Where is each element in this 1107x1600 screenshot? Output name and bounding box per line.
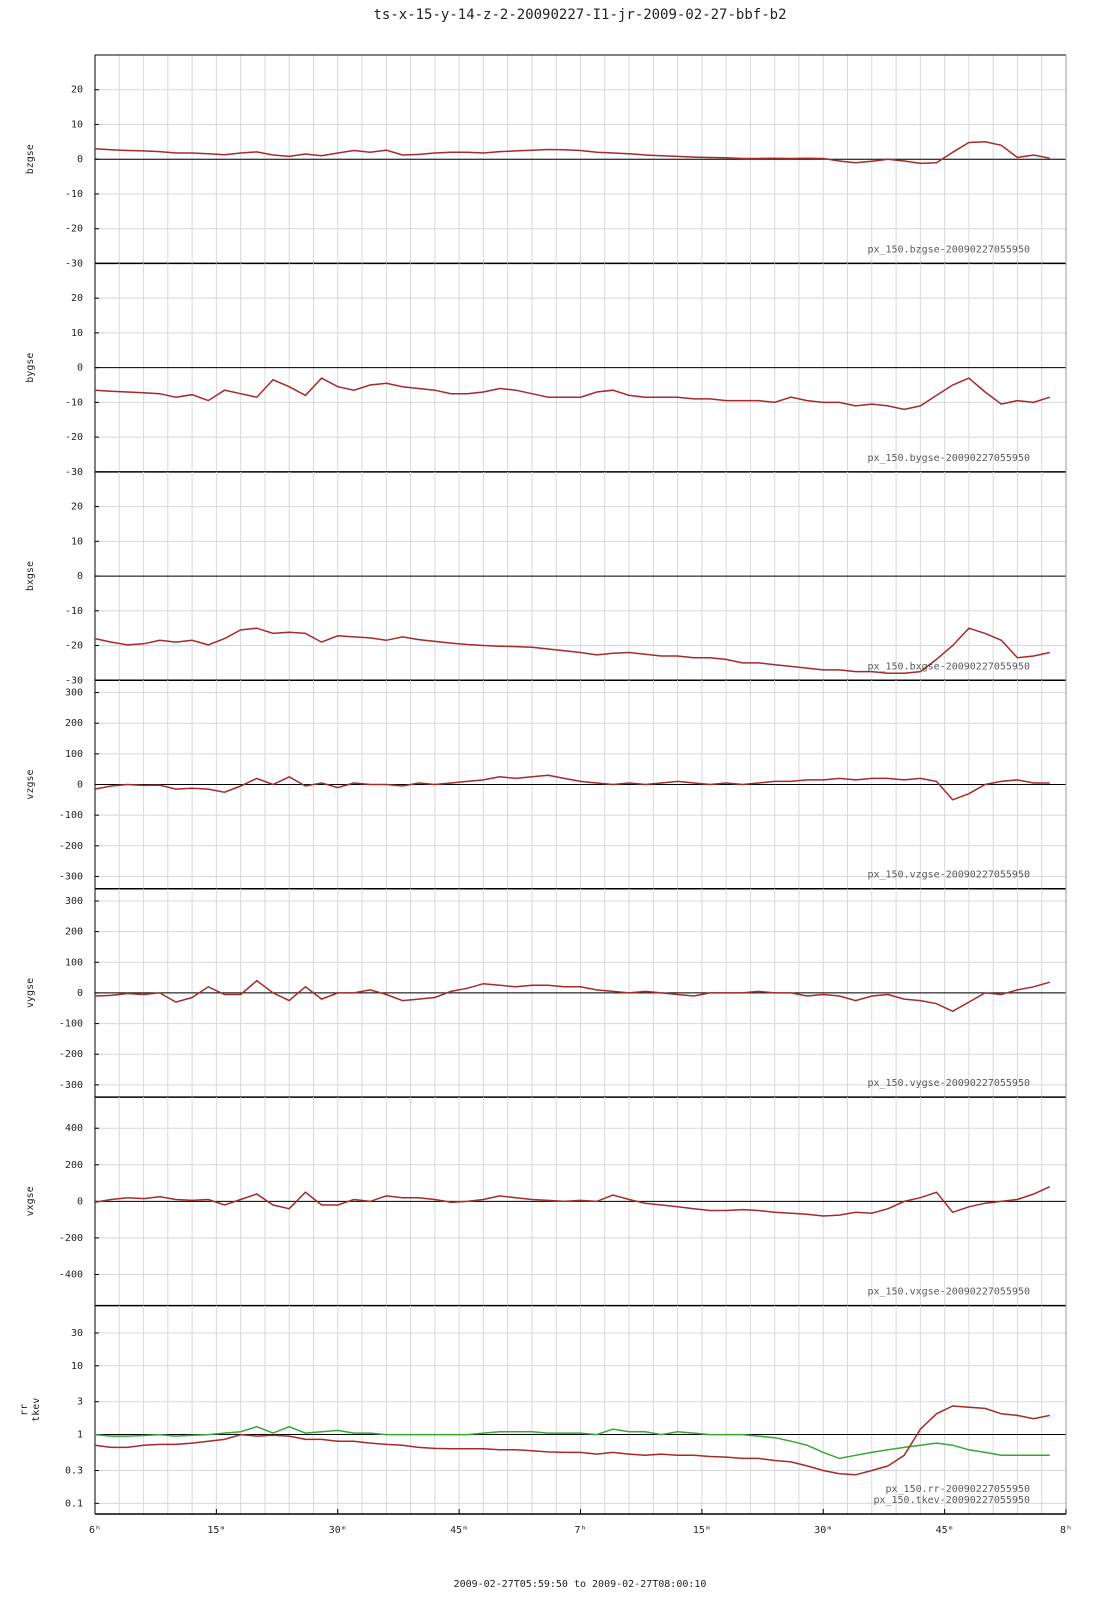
- y-tick-label: 1: [77, 1430, 83, 1441]
- y-tick-label: -200: [59, 841, 83, 852]
- y-tick-label: 0: [77, 780, 83, 791]
- y-tick-label: -20: [65, 224, 83, 235]
- series-label: px_150.bxgse-20090227055950: [867, 661, 1030, 672]
- y-tick-label: 0.3: [65, 1466, 83, 1477]
- y-tick-label: 20: [71, 293, 83, 304]
- y-tick-label: 0.1: [65, 1498, 83, 1509]
- series-line: [94, 1425, 1050, 1460]
- y-tick-label: -30: [65, 467, 83, 478]
- time-range: 2009-02-27T05:59:50 to 2009-02-27T08:00:…: [454, 1579, 707, 1590]
- y-tick-label: -100: [59, 1019, 83, 1030]
- series-label: px_150.vzgse-20090227055950: [867, 870, 1030, 881]
- x-tick-label: 15ᵐ: [207, 1525, 225, 1536]
- series-label: px_150.bzgse-20090227055950: [867, 244, 1030, 255]
- series-line: [94, 774, 1050, 801]
- y-tick-label: 20: [71, 85, 83, 96]
- y-axis-label: bzgse: [25, 144, 36, 174]
- series-label: px_150.tkev-20090227055950: [873, 1495, 1030, 1506]
- y-tick-label: -400: [59, 1269, 83, 1280]
- x-tick-label: 45ᵐ: [936, 1525, 954, 1536]
- x-tick-label: 8ʰ: [1060, 1525, 1072, 1536]
- y-axis-label: tkev: [31, 1398, 42, 1422]
- y-axis-label: bxgse: [25, 561, 36, 591]
- y-tick-label: -20: [65, 432, 83, 443]
- y-tick-label: 10: [71, 536, 83, 547]
- series-line: [94, 979, 1051, 1013]
- series-line: [94, 1405, 1050, 1476]
- series-line: [94, 141, 1050, 165]
- y-axis-label: vzgse: [25, 769, 36, 799]
- y-tick-label: -10: [65, 397, 83, 408]
- series-line: [94, 377, 1051, 411]
- y-tick-label: 300: [65, 896, 83, 907]
- y-tick-label: -20: [65, 641, 83, 652]
- y-tick-label: 100: [65, 749, 83, 760]
- series-label: px_150.bygse-20090227055950: [867, 453, 1030, 464]
- y-tick-label: -100: [59, 810, 83, 821]
- series-label: px_150.vxgse-20090227055950: [867, 1287, 1030, 1298]
- series-line: [94, 627, 1050, 675]
- y-tick-label: -200: [59, 1233, 83, 1244]
- series-label: px_150.rr-20090227055950: [886, 1484, 1031, 1495]
- y-tick-label: -30: [65, 258, 83, 269]
- y-tick-label: 10: [71, 328, 83, 339]
- y-tick-label: -10: [65, 189, 83, 200]
- y-axis-label: rr: [19, 1404, 30, 1416]
- y-tick-label: -30: [65, 675, 83, 686]
- y-tick-label: 0: [77, 571, 83, 582]
- y-tick-label: 200: [65, 1160, 83, 1171]
- series-line: [94, 1186, 1051, 1217]
- y-tick-label: -300: [59, 871, 83, 882]
- y-tick-label: 0: [77, 988, 83, 999]
- y-tick-label: 200: [65, 718, 83, 729]
- series-label: px_150.vygse-20090227055950: [867, 1078, 1030, 1089]
- y-tick-label: 10: [71, 1361, 83, 1372]
- x-tick-label: 30ᵐ: [329, 1525, 347, 1536]
- y-tick-label: 0: [77, 1196, 83, 1207]
- y-tick-label: -300: [59, 1080, 83, 1091]
- y-tick-label: 0: [77, 363, 83, 374]
- x-tick-label: 6ʰ: [89, 1525, 101, 1536]
- y-tick-label: 10: [71, 119, 83, 130]
- y-tick-label: 200: [65, 927, 83, 938]
- y-axis-label: vygse: [25, 978, 36, 1008]
- y-tick-label: -10: [65, 606, 83, 617]
- y-tick-label: 100: [65, 957, 83, 968]
- chart-title: ts-x-15-y-14-z-2-20090227-I1-jr-2009-02-…: [373, 7, 786, 23]
- y-axis-label: bygse: [25, 353, 36, 383]
- x-tick-label: 7ʰ: [574, 1525, 586, 1536]
- y-tick-label: 3: [77, 1397, 83, 1408]
- y-axis-label: vxgse: [25, 1186, 36, 1216]
- y-tick-label: -200: [59, 1049, 83, 1060]
- y-tick-label: 30: [71, 1328, 83, 1339]
- y-tick-label: 400: [65, 1123, 83, 1134]
- y-tick-label: 20: [71, 502, 83, 513]
- x-tick-label: 45ᵐ: [450, 1525, 468, 1536]
- x-tick-label: 30ᵐ: [814, 1525, 832, 1536]
- y-tick-label: 300: [65, 688, 83, 699]
- x-tick-label: 15ᵐ: [693, 1525, 711, 1536]
- y-tick-label: 0: [77, 154, 83, 165]
